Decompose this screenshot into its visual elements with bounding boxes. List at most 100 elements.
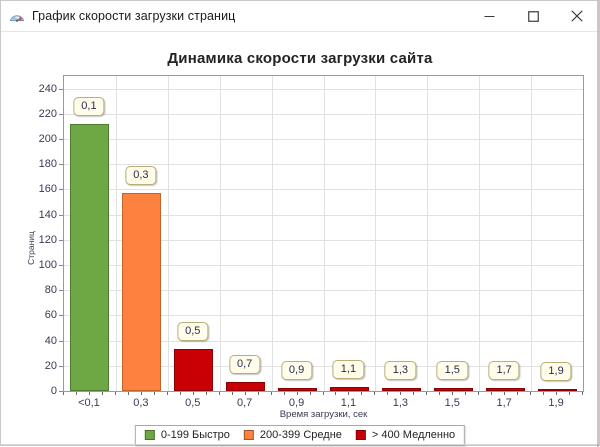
bar[interactable] xyxy=(538,389,577,391)
data-label-callout: 0,9 xyxy=(280,361,313,380)
x-axis-tick-mark xyxy=(556,392,557,395)
y-axis-tick-label: 40 xyxy=(44,334,57,347)
gridline-horizontal xyxy=(64,340,583,342)
bar[interactable] xyxy=(382,388,421,391)
x-axis-tick-mark xyxy=(206,392,207,395)
x-axis-tick-mark xyxy=(89,392,90,395)
gridline-vertical xyxy=(375,76,376,391)
data-label-callout: 1,5 xyxy=(436,361,468,380)
x-axis-tick-mark xyxy=(517,392,518,395)
x-axis-tick-mark xyxy=(297,392,298,395)
bar[interactable] xyxy=(226,382,265,391)
x-axis-tick-mark xyxy=(413,392,414,395)
gridline-horizontal xyxy=(64,239,583,241)
x-axis-tick-mark xyxy=(258,392,259,395)
x-axis-tick-mark xyxy=(361,392,362,395)
bar[interactable] xyxy=(330,387,369,391)
x-axis-tick-label: 1,5 xyxy=(444,397,460,409)
y-axis-tick-label: 100 xyxy=(38,259,57,271)
window-title: График скорости загрузки страниц xyxy=(32,9,236,23)
gridline-horizontal xyxy=(64,164,583,166)
x-axis-tick-mark xyxy=(504,392,505,395)
y-axis-tick-mark xyxy=(59,189,63,191)
chart-panel: Динамика скорости загрузки сайта Страниц… xyxy=(1,32,599,446)
y-axis-tick-mark xyxy=(59,290,63,292)
x-axis-tick-mark xyxy=(491,392,492,395)
chart-title: Динамика скорости загрузки сайта xyxy=(167,50,433,67)
y-axis: Страниц 0 20 40 60 80 100 120 140 160 180 200 220 24… xyxy=(21,75,63,397)
x-axis: <0,1 0,3 0,5 0,7 0,9 1,1 1,3 1,5 1,7 1,9 xyxy=(63,392,584,409)
data-label-callout: 1,7 xyxy=(488,361,520,380)
window-right-edge xyxy=(597,1,599,447)
gridline-horizontal xyxy=(64,290,583,292)
gridline-vertical xyxy=(531,76,532,391)
y-axis-tick-mark xyxy=(59,88,63,90)
x-axis-tick-mark xyxy=(582,392,583,395)
gridline-vertical xyxy=(479,76,480,391)
gridline-horizontal xyxy=(64,139,583,140)
x-axis-tick-mark xyxy=(374,392,375,395)
bar[interactable] xyxy=(122,193,161,391)
gridline-vertical xyxy=(427,76,428,391)
x-axis-tick-label: 1,9 xyxy=(548,397,564,409)
y-axis-tick-label: 20 xyxy=(44,359,57,372)
legend-item[interactable]: 200-399 Средне xyxy=(243,429,342,441)
y-axis-tick-label: 120 xyxy=(38,233,57,246)
x-axis-tick-mark xyxy=(387,392,388,395)
x-axis-tick-label: 0,7 xyxy=(236,397,253,409)
gridline-vertical xyxy=(220,76,221,391)
gridline-vertical xyxy=(272,76,273,391)
maximize-button[interactable] xyxy=(511,1,555,32)
x-axis-tick-mark xyxy=(530,392,531,395)
data-label-callout: 0,3 xyxy=(125,166,157,185)
y-axis-tick-mark xyxy=(59,340,63,342)
x-axis-tick-mark xyxy=(543,392,544,395)
data-label-callout: 0,5 xyxy=(177,322,209,341)
x-axis-tick-label: 0,5 xyxy=(185,397,201,409)
x-axis-tick-mark xyxy=(141,392,142,395)
bar[interactable] xyxy=(278,388,317,391)
x-axis-tick-mark xyxy=(310,392,311,395)
y-axis-tick-label: 80 xyxy=(44,284,57,297)
x-axis-tick-mark xyxy=(323,392,324,395)
legend-label: 0-199 Быстро xyxy=(160,429,230,441)
legend-item[interactable]: 0-199 Быстро xyxy=(144,429,230,441)
gridline-vertical xyxy=(168,76,169,391)
gridline-vertical xyxy=(324,76,325,391)
close-button[interactable] xyxy=(555,1,599,32)
x-axis-tick-mark xyxy=(102,392,103,395)
gridline-horizontal xyxy=(64,88,583,90)
title-bar: График скорости загрузки страниц xyxy=(1,1,599,32)
x-axis-tick-mark xyxy=(271,392,272,395)
x-axis-tick-mark xyxy=(128,392,129,395)
x-axis-tick-label: 0,9 xyxy=(288,397,305,409)
legend-swatch xyxy=(144,430,155,440)
x-axis-tick-mark xyxy=(115,392,116,395)
x-axis-tick-label: 1,3 xyxy=(392,397,408,409)
y-axis-label: Страниц xyxy=(25,231,36,265)
y-axis-tick-mark xyxy=(59,391,63,392)
bar[interactable] xyxy=(434,388,473,391)
legend-item[interactable]: > 400 Медленно xyxy=(355,429,456,441)
speed-gauge-icon xyxy=(9,8,25,24)
x-axis-tick-mark xyxy=(439,392,440,395)
x-axis-tick-label: 1,1 xyxy=(340,397,357,409)
gridline-horizontal xyxy=(64,113,583,115)
y-axis-tick-mark xyxy=(59,113,63,115)
bar[interactable] xyxy=(70,124,109,391)
bar[interactable] xyxy=(486,388,525,391)
data-label-callout: 1,3 xyxy=(384,361,416,380)
plot-area xyxy=(63,75,584,392)
window-controls xyxy=(467,1,599,32)
minimize-button[interactable] xyxy=(467,1,511,32)
bar[interactable] xyxy=(174,349,213,391)
x-axis-tick-mark xyxy=(284,392,285,395)
legend-label: > 400 Медленно xyxy=(371,429,456,441)
x-axis-tick-mark xyxy=(400,392,401,395)
y-axis-tick-mark xyxy=(59,365,63,367)
x-axis-tick-mark xyxy=(154,392,155,395)
x-axis-tick-mark xyxy=(180,392,181,395)
x-axis-tick-mark xyxy=(452,392,453,395)
x-axis-tick-mark xyxy=(167,392,168,395)
